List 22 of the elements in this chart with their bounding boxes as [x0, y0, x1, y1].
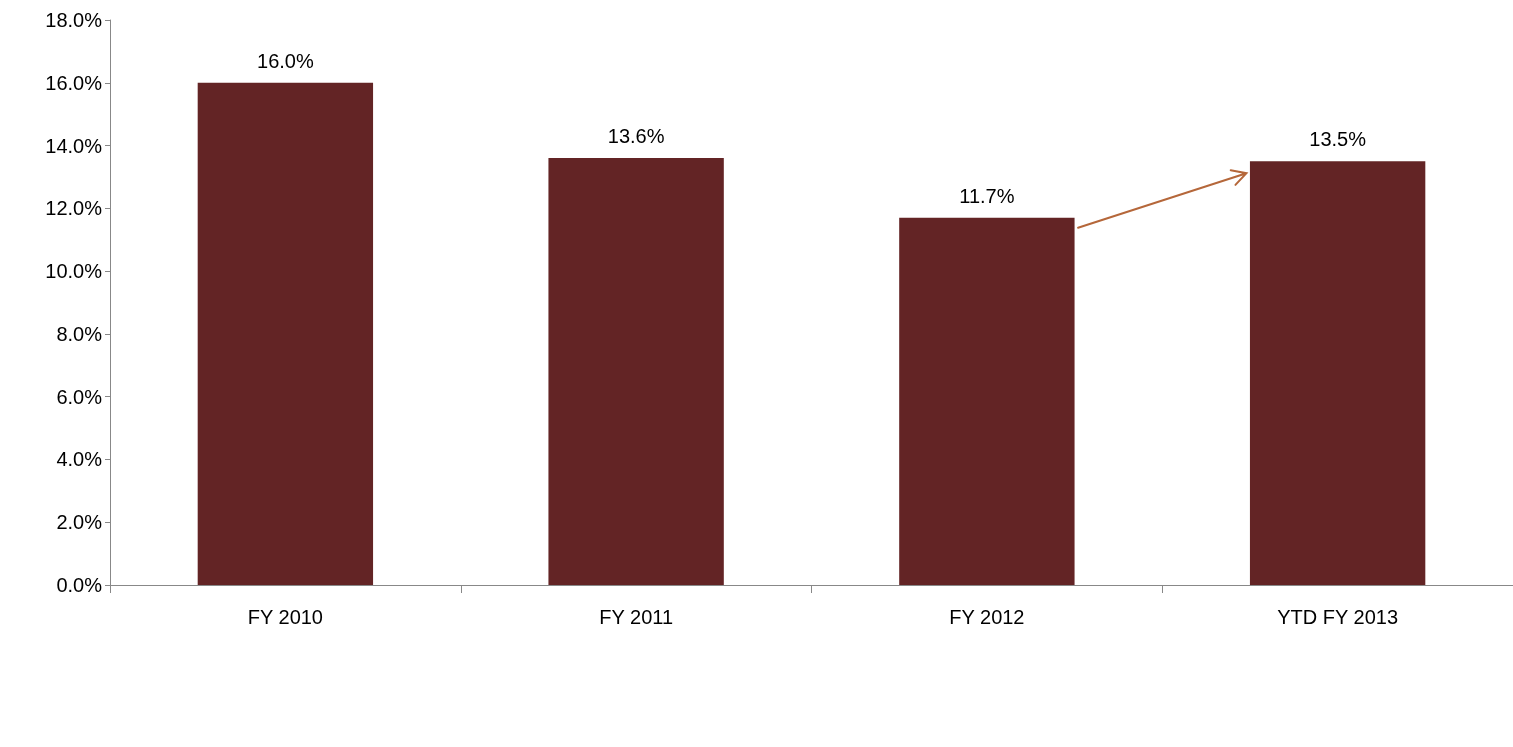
- y-tick-label: 8.0%: [56, 322, 103, 345]
- y-tick-label: 10.0%: [45, 260, 103, 283]
- y-tick-label: 4.0%: [56, 448, 103, 471]
- bar: [548, 158, 724, 585]
- y-tick-label: 14.0%: [45, 134, 103, 157]
- x-tick-label: FY 2011: [599, 606, 674, 628]
- data-label: 16.0%: [257, 49, 314, 72]
- y-tick-label: 0.0%: [56, 574, 103, 596]
- y-tick-label: 12.0%: [45, 197, 103, 220]
- x-tick-label: FY 2010: [247, 606, 323, 628]
- data-label: 13.5%: [1309, 128, 1367, 151]
- data-label: 13.6%: [607, 125, 665, 148]
- bar: [197, 82, 374, 585]
- x-tick-label: FY 2012: [949, 606, 1025, 628]
- bar: [1249, 161, 1426, 585]
- y-tick-label: 16.0%: [45, 71, 103, 94]
- bar: [899, 217, 1075, 585]
- y-tick-label: 2.0%: [56, 511, 103, 534]
- data-label: 11.7%: [959, 184, 1015, 207]
- y-tick-label: 18.0%: [45, 9, 103, 31]
- x-tick-label: YTD FY 2013: [1277, 606, 1399, 628]
- y-tick-label: 6.0%: [56, 385, 103, 408]
